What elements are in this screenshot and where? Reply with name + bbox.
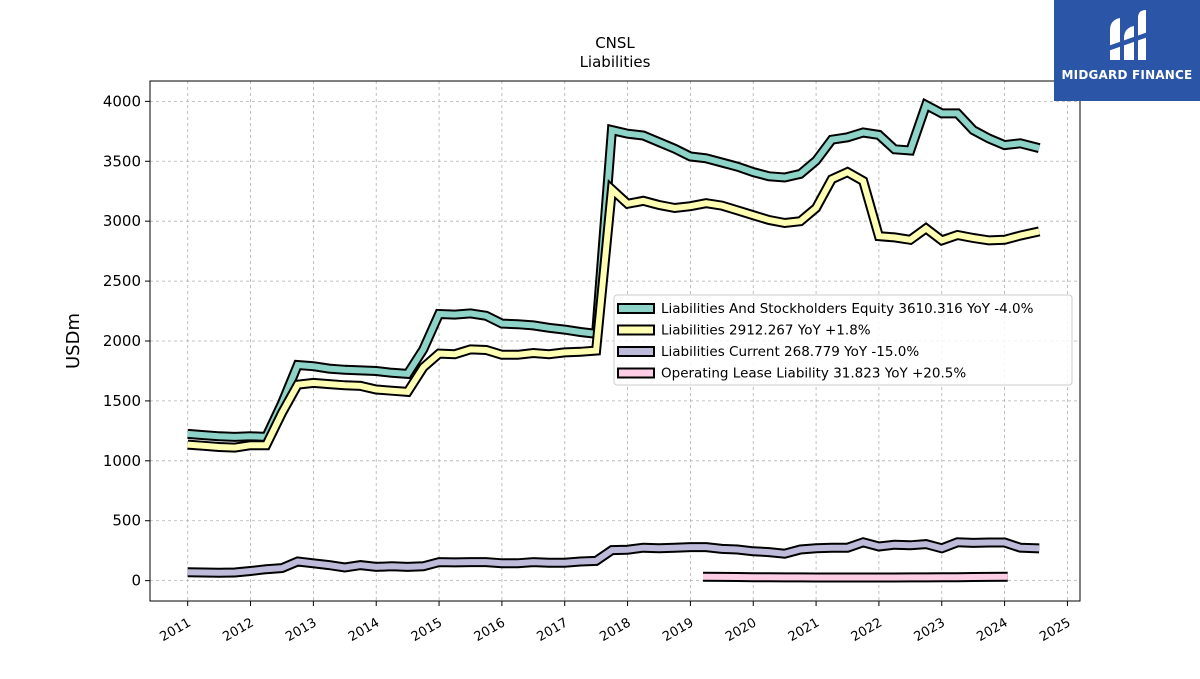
legend-label: Operating Lease Liability 31.823 YoY +20…: [661, 366, 966, 382]
x-tick-label: 2018: [597, 615, 633, 645]
y-tick-label: 2000: [103, 332, 141, 350]
legend-swatch: [617, 367, 655, 379]
y-tick-label: 3500: [103, 152, 141, 170]
legend-label: Liabilities And Stockholders Equity 3610…: [661, 301, 1034, 317]
chart-subtitle: Liabilities: [580, 53, 651, 71]
x-tick-label: 2021: [786, 615, 822, 645]
x-tick-label: 2019: [660, 615, 696, 645]
x-tick-label: 2015: [409, 615, 445, 645]
x-tick-label: 2011: [158, 615, 194, 645]
x-tick-label: 2016: [472, 615, 508, 645]
x-tick-label: 2020: [723, 615, 759, 645]
series-layer: [187, 97, 1041, 583]
series-line: [187, 539, 1040, 576]
legend-label: Liabilities Current 268.779 YoY -15.0%: [661, 344, 919, 360]
logo-mark-icon: [1108, 10, 1148, 60]
x-tick-label: 2013: [283, 615, 319, 645]
legend-box: [613, 294, 1073, 386]
y-tick-label: 1500: [103, 392, 141, 410]
y-tick-label: 0: [131, 572, 141, 590]
legend: Liabilities And Stockholders Equity 3610…: [613, 294, 1073, 386]
x-tick-label: 2012: [220, 615, 256, 645]
brand-logo: MIDGARD FINANCE: [1054, 0, 1200, 101]
y-tick-label: 2500: [103, 272, 141, 290]
series-line: [187, 168, 1040, 451]
y-tick-label: 3000: [103, 212, 141, 230]
x-tick-label: 2023: [912, 615, 948, 645]
y-tick-label: 4000: [103, 92, 141, 110]
x-tick-label: 2025: [1037, 615, 1073, 645]
x-tick-label: 2014: [346, 615, 382, 645]
series-line: [187, 100, 1040, 440]
x-tick-label: 2017: [535, 615, 571, 645]
y-axis-label: USDm: [63, 313, 84, 369]
logo-text: MIDGARD FINANCE: [1061, 68, 1193, 82]
chart-title: CNSL: [595, 34, 635, 52]
legend-swatch: [617, 303, 655, 314]
x-tick-label: 2022: [849, 615, 885, 645]
x-tick-label: 2024: [974, 615, 1010, 645]
y-tick-label: 1000: [103, 452, 141, 470]
legend-swatch: [617, 324, 655, 336]
legend-label: Liabilities 2912.267 YoY +1.8%: [661, 323, 871, 339]
y-tick-label: 500: [112, 512, 141, 530]
series-line: [702, 573, 1008, 581]
legend-swatch: [617, 346, 655, 357]
